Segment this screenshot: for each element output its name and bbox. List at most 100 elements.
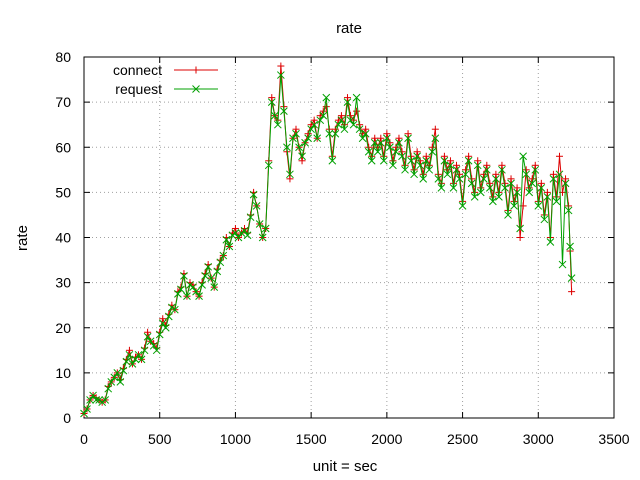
data-point-request [273, 120, 282, 129]
data-point-request [267, 98, 276, 106]
data-point-request [122, 357, 131, 366]
data-point-request [258, 233, 267, 242]
series-layer [80, 62, 576, 418]
x-tick-label: 500 [148, 431, 172, 447]
data-point-request [525, 188, 534, 197]
data-point-connect [498, 161, 506, 169]
data-point-request [277, 71, 285, 79]
data-point-request [331, 129, 340, 138]
data-point-request [183, 292, 191, 301]
data-point-request [243, 231, 252, 240]
data-point-connect [456, 170, 464, 178]
data-point-request [428, 147, 437, 156]
data-point-connect [416, 157, 424, 165]
data-point-request [216, 258, 225, 267]
chart-title: rate [336, 20, 362, 37]
data-point-request [485, 184, 494, 192]
data-point-connect [383, 130, 391, 138]
data-point-connect [392, 143, 400, 151]
data-point-request [301, 138, 309, 147]
data-point-request [131, 355, 140, 364]
data-point-request [437, 184, 446, 192]
y-tick-label: 80 [55, 49, 71, 65]
data-point-request [422, 156, 431, 165]
data-point-request [292, 129, 300, 138]
data-point-connect [277, 62, 285, 70]
data-point-request [346, 116, 355, 125]
y-tick-label: 50 [55, 184, 71, 200]
legend-label: request [115, 81, 162, 97]
data-point-request [110, 373, 119, 382]
data-point-connect [568, 288, 576, 296]
data-point-request [528, 179, 537, 188]
data-point-request [219, 251, 228, 260]
data-point-request [204, 262, 213, 271]
legend-swatch-marker [192, 66, 200, 74]
data-point-request [534, 202, 543, 210]
data-point-request [555, 170, 564, 179]
data-point-request [158, 319, 167, 328]
data-point-request [113, 369, 122, 377]
data-point-request [349, 120, 358, 129]
data-point-request [464, 156, 473, 165]
data-point-connect [404, 130, 412, 138]
data-point-request [531, 165, 540, 174]
x-tick-label: 3500 [598, 431, 629, 447]
data-point-request [355, 125, 364, 134]
data-point-request [501, 184, 509, 192]
data-point-connect [331, 125, 339, 133]
data-point-request [298, 152, 306, 161]
data-point-connect [144, 328, 152, 336]
data-point-request [383, 134, 391, 143]
data-point-request [198, 281, 206, 289]
data-point-request [495, 193, 503, 201]
data-point-request [149, 341, 158, 350]
data-point-connect [431, 125, 439, 133]
data-point-request [322, 93, 331, 102]
data-point-connect [531, 161, 539, 169]
data-point-request [116, 378, 125, 386]
data-point-request [461, 170, 470, 179]
legend-entry-connect: connect [113, 62, 218, 78]
data-point-request [210, 283, 219, 291]
data-point-request [180, 272, 188, 280]
x-tick-label: 2000 [371, 431, 402, 447]
data-point-request [358, 134, 367, 143]
data-point-request [401, 165, 409, 174]
data-point-request [479, 174, 488, 183]
data-point-request [455, 174, 464, 183]
data-point-request [407, 156, 415, 165]
data-point-request [395, 138, 403, 147]
data-point-request [143, 332, 152, 341]
y-tick-label: 20 [55, 320, 71, 336]
data-point-request [310, 120, 319, 129]
data-point-request [325, 129, 334, 138]
data-point-connect [386, 139, 394, 147]
data-point-request [161, 323, 170, 332]
data-point-request [519, 152, 527, 161]
data-point-request [177, 285, 185, 294]
x-tick-label: 3000 [523, 431, 554, 447]
series-request [80, 71, 576, 418]
data-point-request [319, 111, 328, 120]
data-point-request [546, 238, 555, 246]
data-point-request [376, 138, 385, 147]
data-point-request [561, 179, 570, 188]
data-point-request [425, 165, 434, 174]
data-point-request [128, 359, 137, 368]
data-point-connect [362, 125, 370, 133]
data-point-request [255, 220, 264, 228]
data-point-request [482, 165, 491, 174]
data-point-request [352, 93, 361, 102]
data-point-request [416, 161, 425, 170]
data-point-request [340, 125, 349, 134]
data-point-request [476, 188, 485, 197]
data-point-request [522, 170, 531, 179]
data-point-request [434, 174, 443, 183]
data-point-request [192, 287, 200, 296]
data-point-request [171, 305, 179, 314]
data-point-request [452, 165, 461, 174]
x-tick-label: 2500 [447, 431, 478, 447]
data-point-request [470, 193, 479, 201]
data-point-request [567, 274, 576, 282]
